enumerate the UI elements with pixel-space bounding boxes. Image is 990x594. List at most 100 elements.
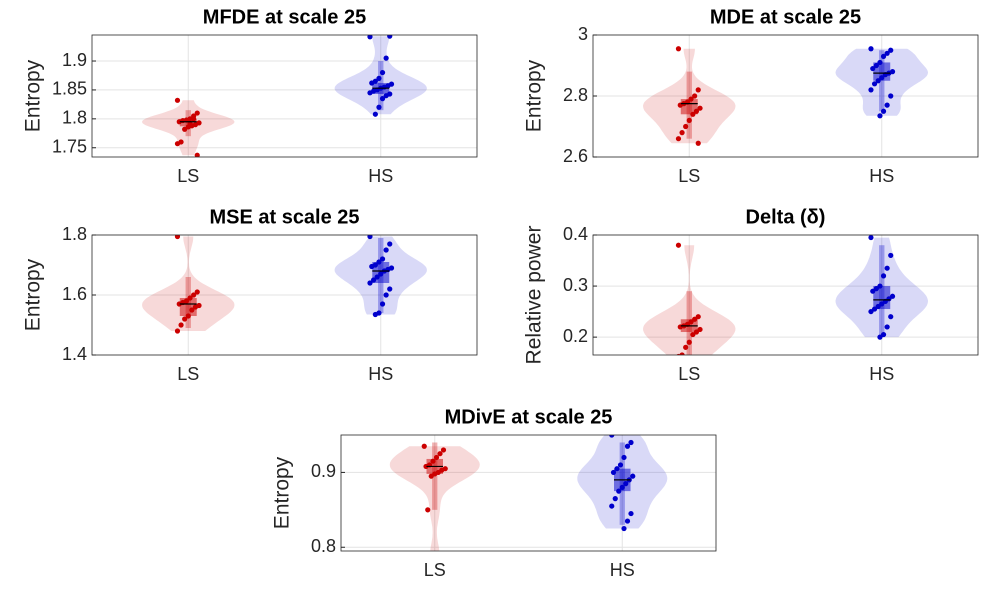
- data-point: [884, 265, 890, 271]
- data-point: [176, 301, 182, 307]
- data-point: [677, 324, 683, 330]
- data-point: [182, 316, 188, 322]
- panel: 1.75 1.8 1.85 1.9 LS HS MFDE at scale 25 Entrop…: [22, 6, 478, 186]
- axes-box: [91, 234, 478, 356]
- panel: 1.4 1.6 1.8 LS HS MSE at scale 25 Entropy: [22, 206, 478, 384]
- data-point: [616, 488, 622, 494]
- data-point: [675, 136, 682, 142]
- data-point: [376, 75, 382, 81]
- data-point: [888, 93, 894, 99]
- data-point: [875, 303, 881, 310]
- data-point: [372, 111, 378, 117]
- data-point: [628, 510, 634, 517]
- y-tick-label: 1.9: [62, 50, 87, 70]
- data-point: [194, 110, 200, 116]
- data-point: [873, 286, 879, 292]
- data-point: [423, 463, 429, 470]
- data-point: [697, 326, 703, 333]
- data-point: [178, 322, 184, 328]
- data-point: [185, 313, 191, 319]
- data-point: [609, 435, 615, 438]
- data-point: [877, 334, 883, 340]
- chart-title: MSE at scale 25: [209, 206, 359, 228]
- data-point: [695, 314, 701, 320]
- data-point: [875, 78, 881, 84]
- data-point: [686, 117, 692, 123]
- axes-box: [340, 434, 717, 552]
- data-point: [888, 252, 894, 259]
- data-point: [370, 277, 377, 283]
- data-point: [379, 69, 386, 76]
- data-point: [379, 256, 386, 262]
- data-point: [692, 93, 698, 99]
- y-tick-label: 1.6: [62, 284, 87, 304]
- violin: [835, 48, 928, 116]
- data-point: [430, 458, 436, 464]
- plot-content: [142, 35, 427, 157]
- data-point: [697, 105, 703, 111]
- plot-content: [389, 435, 668, 557]
- data-point: [191, 116, 197, 122]
- data-point: [623, 481, 629, 487]
- data-point: [686, 339, 692, 345]
- plot-area: [593, 235, 978, 355]
- data-point: [880, 273, 887, 279]
- data-point: [877, 113, 883, 119]
- data-point: [367, 235, 373, 240]
- data-point: [422, 552, 427, 557]
- plot-content: [142, 235, 427, 334]
- data-point: [693, 329, 700, 335]
- data-point: [379, 301, 386, 307]
- panel: 0.2 0.3 0.4 LS HS Delta (δ) Relative power: [523, 206, 979, 384]
- data-point: [367, 90, 373, 96]
- data-point: [628, 439, 634, 446]
- axes-box: [91, 34, 478, 158]
- data-point: [387, 286, 393, 292]
- data-point: [679, 130, 685, 136]
- y-tick-label: 2.6: [563, 146, 588, 166]
- x-tick-label: HS: [368, 166, 393, 186]
- data-point: [379, 96, 386, 102]
- data-point: [630, 473, 636, 479]
- data-point: [871, 81, 878, 87]
- data-point: [884, 102, 890, 108]
- data-point: [374, 274, 380, 280]
- y-tick-label: 1.4: [62, 344, 87, 364]
- data-point: [870, 65, 876, 72]
- violin: [334, 36, 427, 115]
- data-point: [695, 87, 701, 93]
- data-point: [619, 484, 625, 490]
- plot-area: [92, 35, 477, 157]
- data-point: [182, 126, 188, 132]
- data-point: [693, 108, 700, 114]
- axes-box: [592, 234, 979, 356]
- data-point: [610, 469, 617, 476]
- data-point: [612, 496, 618, 502]
- data-point: [433, 454, 440, 461]
- y-axis-label: Entropy: [523, 59, 546, 132]
- data-point: [192, 304, 199, 310]
- y-tick-label: 0.4: [563, 224, 588, 244]
- data-point: [879, 301, 885, 307]
- plot-area: [341, 435, 716, 551]
- data-point: [194, 289, 200, 295]
- y-tick-label: 0.9: [311, 461, 336, 481]
- x-tick-label: LS: [177, 364, 199, 384]
- data-point: [383, 93, 389, 99]
- data-point: [624, 443, 631, 449]
- data-point: [174, 141, 181, 147]
- y-tick-label: 0.3: [563, 275, 588, 295]
- data-point: [614, 466, 620, 472]
- y-axis-label: Entropy: [22, 258, 45, 331]
- x-tick-label: LS: [678, 364, 700, 384]
- data-point: [880, 331, 887, 338]
- data-point: [187, 295, 193, 301]
- y-tick-label: 0.2: [563, 326, 588, 346]
- y-tick-label: 3: [578, 24, 588, 44]
- data-point: [880, 53, 887, 59]
- axes-box: [592, 34, 979, 158]
- data-point: [376, 104, 382, 110]
- y-axis-label: Entropy: [271, 456, 294, 529]
- data-point: [437, 451, 443, 457]
